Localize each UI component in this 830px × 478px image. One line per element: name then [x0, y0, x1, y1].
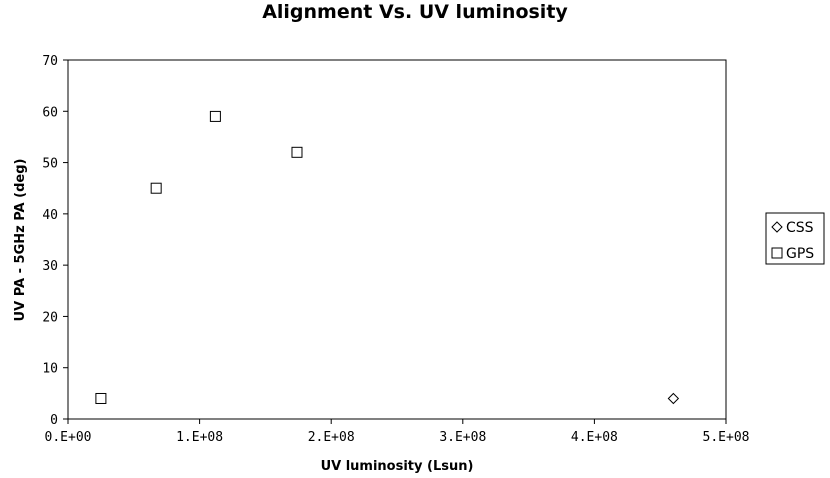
gps-legend-marker [771, 247, 783, 259]
x-axis-ticks: 0.E+00 1.E+08 2.E+08 3.E+08 4.E+08 5.E+08 [45, 419, 750, 445]
y-tick-label: 20 [42, 310, 58, 325]
gps-legend-label: GPS [786, 246, 814, 262]
y-tick-label: 30 [42, 259, 58, 274]
x-tick-label: 3.E+08 [439, 430, 486, 445]
x-tick-label: 2.E+08 [308, 430, 355, 445]
gps-data-point [95, 392, 107, 404]
css-legend-marker [771, 221, 783, 233]
x-tick-label: 5.E+08 [703, 430, 750, 445]
gps-data-point [209, 110, 221, 122]
y-tick-label: 40 [42, 208, 58, 223]
y-tick-label: 70 [42, 54, 58, 69]
data-points [95, 110, 680, 405]
y-tick-label: 0 [50, 413, 58, 428]
x-axis-label: UV luminosity (Lsun) [321, 459, 474, 474]
plot-area [67, 59, 727, 420]
y-axis-ticks: 0 10 20 30 40 50 60 70 [42, 54, 68, 428]
gps-data-point [291, 146, 303, 158]
x-tick-label: 0.E+00 [45, 430, 92, 445]
gps-data-point [150, 182, 162, 194]
css-legend-label: CSS [786, 220, 814, 236]
y-tick-label: 10 [42, 362, 58, 377]
legend: CSS GPS [765, 212, 825, 265]
css-data-point [667, 392, 680, 405]
chart-title: Alignment Vs. UV luminosity [262, 1, 568, 23]
y-tick-label: 50 [42, 157, 58, 172]
x-tick-label: 1.E+08 [176, 430, 223, 445]
y-tick-label: 60 [42, 105, 58, 120]
y-axis-label: UV PA - 5GHz PA (deg) [13, 159, 28, 322]
x-tick-label: 4.E+08 [571, 430, 618, 445]
